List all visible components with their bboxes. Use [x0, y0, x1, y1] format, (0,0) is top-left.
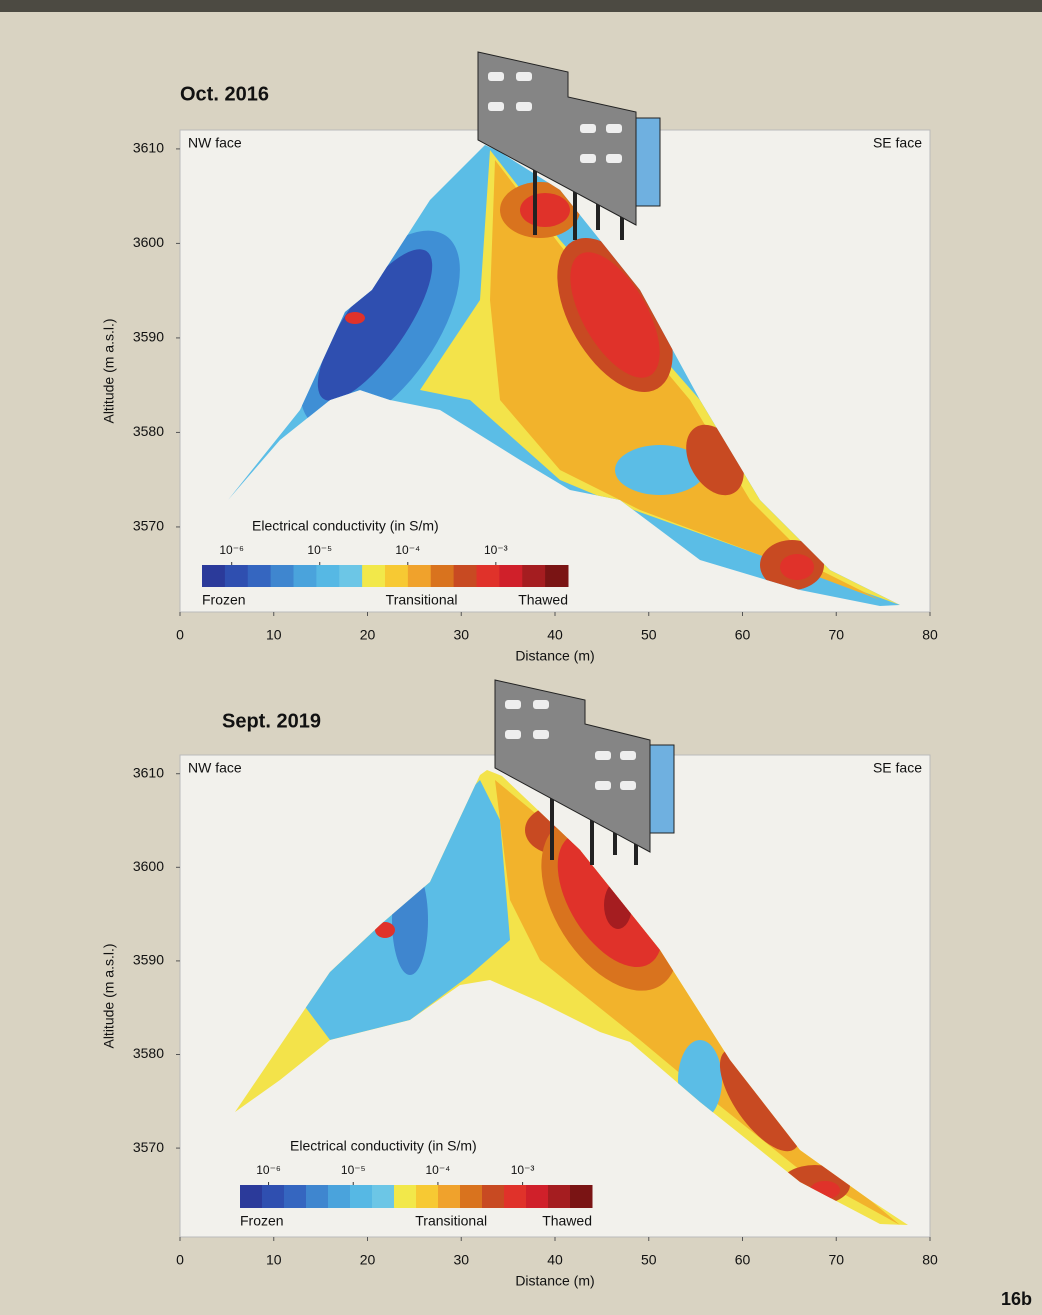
colorbar-swatch: [482, 1185, 505, 1208]
colorbar-swatch: [270, 565, 294, 587]
colorbar-swatch: [526, 1185, 549, 1208]
x-tick-label: 0: [176, 1252, 184, 1268]
face-label: SE face: [873, 760, 922, 776]
x-tick-label: 10: [266, 627, 282, 643]
colorbar-swatch: [316, 565, 340, 587]
x-tick-label: 30: [453, 1252, 469, 1268]
colorbar-swatch: [548, 1185, 571, 1208]
chart-title: Sept. 2019: [222, 710, 321, 732]
y-axis-label: Altitude (m a.s.l.): [101, 943, 117, 1048]
colorbar-swatch: [522, 565, 546, 587]
y-tick-label: 3570: [133, 518, 164, 534]
x-tick-label: 20: [360, 627, 376, 643]
colorbar-tick-label: 10⁻⁶: [256, 1163, 281, 1177]
colorbar-swatch: [372, 1185, 395, 1208]
chart-title: Oct. 2016: [180, 83, 269, 105]
colorbar-swatch: [202, 565, 226, 587]
colorbar-title: Electrical conductivity (in S/m): [252, 518, 439, 534]
y-tick-label: 3610: [133, 764, 164, 780]
x-tick-label: 40: [547, 627, 563, 643]
colorbar-label: Thawed: [518, 592, 568, 608]
x-tick-label: 60: [735, 627, 751, 643]
y-tick-label: 3570: [133, 1139, 164, 1155]
colorbar-label: Thawed: [542, 1213, 592, 1229]
x-axis-label: Distance (m): [515, 1273, 594, 1289]
colorbar-tick-label: 10⁻⁴: [395, 543, 420, 557]
y-tick-label: 3600: [133, 234, 164, 250]
face-label: NW face: [188, 760, 242, 776]
colorbar-swatch: [394, 1185, 417, 1208]
y-tick-label: 3590: [133, 952, 164, 968]
x-tick-label: 10: [266, 1252, 282, 1268]
colorbar-swatch: [453, 565, 477, 587]
colorbar-swatch: [460, 1185, 483, 1208]
y-tick-label: 3600: [133, 858, 164, 874]
y-tick-label: 3580: [133, 1045, 164, 1061]
x-tick-label: 50: [641, 627, 657, 643]
colorbar-tick-label: 10⁻³: [484, 543, 508, 557]
colorbar-swatch: [306, 1185, 329, 1208]
x-tick-label: 80: [922, 1252, 938, 1268]
colorbar-swatch: [438, 1185, 461, 1208]
colorbar-swatch: [328, 1185, 351, 1208]
colorbar-tick-label: 10⁻⁶: [219, 543, 244, 557]
colorbar-tick-label: 10⁻³: [511, 1163, 535, 1177]
colorbar-swatch: [284, 1185, 307, 1208]
x-tick-label: 0: [176, 627, 184, 643]
x-tick-label: 80: [922, 627, 938, 643]
building: [494, 679, 675, 865]
x-axis-label: Distance (m): [515, 648, 594, 664]
x-tick-label: 20: [360, 1252, 376, 1268]
colorbar-swatch: [293, 565, 317, 587]
x-tick-label: 70: [828, 1252, 844, 1268]
y-tick-label: 3590: [133, 329, 164, 345]
colorbar-swatch: [350, 1185, 373, 1208]
colorbar-swatch: [339, 565, 363, 587]
colorbar-swatch: [570, 1185, 593, 1208]
colorbar-swatch: [362, 565, 386, 587]
face-label: SE face: [873, 135, 922, 151]
colorbar-swatch: [499, 565, 523, 587]
photo-strip: [0, 0, 1042, 12]
colorbar-swatch: [476, 565, 500, 587]
x-tick-label: 60: [735, 1252, 751, 1268]
colorbar-tick-label: 10⁻⁵: [341, 1163, 366, 1177]
colorbar-label: Frozen: [240, 1213, 284, 1229]
face-label: NW face: [188, 135, 242, 151]
x-tick-label: 30: [453, 627, 469, 643]
colorbar-swatch: [430, 565, 455, 587]
colorbar-title: Electrical conductivity (in S/m): [290, 1138, 477, 1154]
x-tick-label: 70: [828, 627, 844, 643]
colorbar-swatch: [407, 565, 432, 587]
page-label: 16b: [1001, 1289, 1032, 1309]
colorbar-swatch: [416, 1185, 439, 1208]
y-tick-label: 3610: [133, 140, 164, 156]
building: [477, 51, 661, 240]
colorbar-label: Transitional: [386, 592, 458, 608]
colorbar-swatch: [240, 1185, 263, 1208]
y-tick-label: 3580: [133, 423, 164, 439]
colorbar-swatch: [224, 565, 249, 587]
x-tick-label: 40: [547, 1252, 563, 1268]
colorbar-label: Transitional: [415, 1213, 487, 1229]
colorbar-tick-label: 10⁻⁵: [307, 543, 332, 557]
colorbar-swatch: [247, 565, 272, 587]
colorbar-swatch: [262, 1185, 285, 1208]
colorbar-swatch: [385, 565, 409, 587]
colorbar-swatch: [545, 565, 569, 587]
colorbar-label: Frozen: [202, 592, 246, 608]
y-axis-label: Altitude (m a.s.l.): [101, 318, 117, 423]
colorbar-swatch: [504, 1185, 527, 1208]
colorbar-tick-label: 10⁻⁴: [425, 1163, 450, 1177]
x-tick-label: 50: [641, 1252, 657, 1268]
